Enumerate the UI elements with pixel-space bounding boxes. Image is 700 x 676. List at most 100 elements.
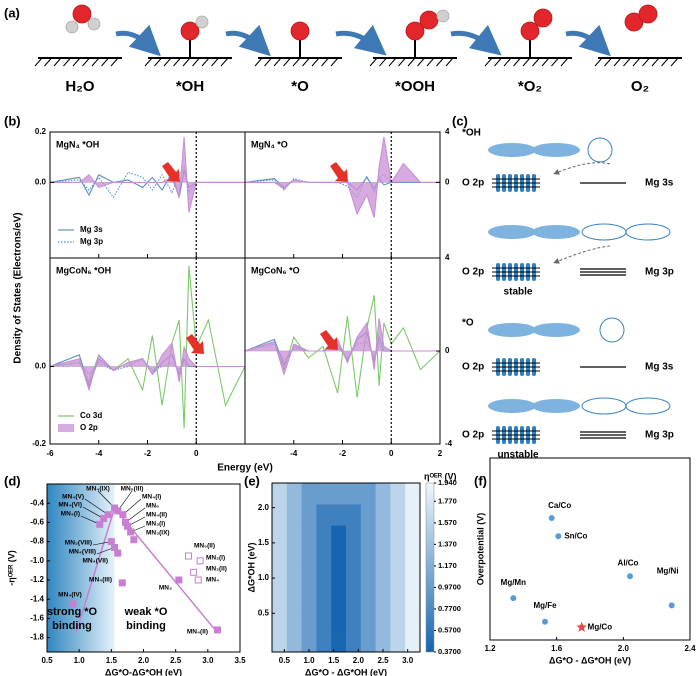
x-tick-label: 0.5 [41,656,53,665]
subplot-title: MgCoN₆ *O [251,265,300,275]
surface-hatch [522,57,531,67]
y-tick-label: 0.0 [35,178,47,187]
dos-line [245,318,440,377]
point-label: Mg/Ni [657,567,679,576]
surface-hatch [182,57,191,67]
contour-cell [375,483,391,505]
orbital-right-label: Mg 3p [645,267,674,278]
stability-note: unstable [497,450,539,461]
step-arrow [450,24,502,56]
contour-cell [286,504,302,526]
y-tick-label: -1.6 [30,614,44,623]
contour-cell [331,546,347,568]
highlight-arrow [186,334,204,354]
contour-cell [286,609,302,632]
contour-cell [331,525,347,547]
data-point [114,507,122,515]
x-tick-label: -4 [95,449,103,458]
contour-cell [316,630,332,653]
surface-hatch [632,57,641,67]
orbital-right-label: Mg 3s [645,178,674,189]
data-point [119,511,127,519]
x-tick-label: 1.5 [106,656,118,665]
point-label: MN₂(II) [206,566,227,573]
step-label: *O [291,78,309,95]
point-label: MN₆ [146,503,159,510]
atom [436,9,450,23]
data-point [114,549,122,557]
contour-cell [286,630,302,653]
x-tick-label: 2.0 [138,656,150,665]
x-tick-label: 2.4 [684,644,696,653]
stability-note: stable [504,287,533,298]
y-axis-label: Overpotential (V) [475,513,485,586]
y-tick-label: 2.0 [258,503,270,512]
contour-cell [286,546,302,568]
point-label: MN₄(III) [89,577,112,584]
colorbar-tick-label: 0.3700 [438,647,461,656]
contour-cell [346,483,362,505]
orbital-left-label: O 2p [462,362,484,373]
surface-hatch [283,57,291,67]
point-label: MN₃(IX) [146,530,170,537]
colorbar-tick-label: 1.770 [438,496,457,505]
surface-hatch [670,57,679,67]
x-axis-label: ΔG*O-ΔG*OH (eV) [105,667,182,676]
contour-cell [272,630,288,653]
surface-hatch [541,57,550,67]
contour-cell [331,609,347,632]
orbital-lobe [532,225,580,239]
data-point [118,579,126,587]
contour-cell [405,630,421,653]
step-label: *O₂ [518,78,542,95]
data-point [190,568,198,576]
data-point [555,533,562,540]
contour-cell [316,525,332,547]
surface-hatch [63,57,71,67]
colorbar-tick-label: 1.940 [438,478,457,487]
point-label: MN₄(I) [61,511,80,518]
orbital-s [599,317,625,343]
contour-cell [272,588,288,611]
surface-hatch [651,57,660,67]
x-tick-label: -6 [46,449,54,458]
point-label: MN₄(I) [142,494,161,501]
data-point [548,515,555,522]
subplot-title: MgN₄ *O [251,139,288,149]
contour-cell [390,567,406,590]
data-point [123,522,131,530]
y-tick-label: -4 [445,439,453,448]
panel-label: (c) [452,113,468,128]
atom [290,21,310,41]
surface-hatch [551,57,559,67]
dos-line [245,295,440,398]
orbital-right-label: Mg 3s [645,362,674,373]
step-arrow [335,24,387,56]
data-point [100,515,108,523]
strong-binding-region [47,484,115,652]
colorbar-tick-label: 0.5700 [438,625,461,634]
contour-cell [346,525,362,547]
y-tick-label: -0.6 [30,518,44,527]
atom [533,8,553,28]
contour-cell [286,567,302,590]
legend-swatch [58,424,74,432]
surface-hatch [254,57,263,67]
orbital-node [531,327,537,333]
colorbar-tick-label: 1.570 [438,518,457,527]
point-label: Al/Co [618,558,639,567]
surface-hatch [445,57,454,67]
colorbar-tick-label: 1.170 [438,561,457,570]
contour-cell [272,483,288,505]
dos-subplot [50,265,245,429]
surface-hatch [82,57,90,67]
contour-cell [375,588,391,611]
dos-area [245,137,440,218]
surface-hatch [154,57,162,67]
x-axis-label: ΔG*O - ΔG*OH (eV) [305,667,387,676]
contour-cell [301,546,317,568]
colorbar-tick-label: 0.9700 [438,582,461,591]
contour-cell [375,630,391,653]
surface-hatch [311,57,320,67]
